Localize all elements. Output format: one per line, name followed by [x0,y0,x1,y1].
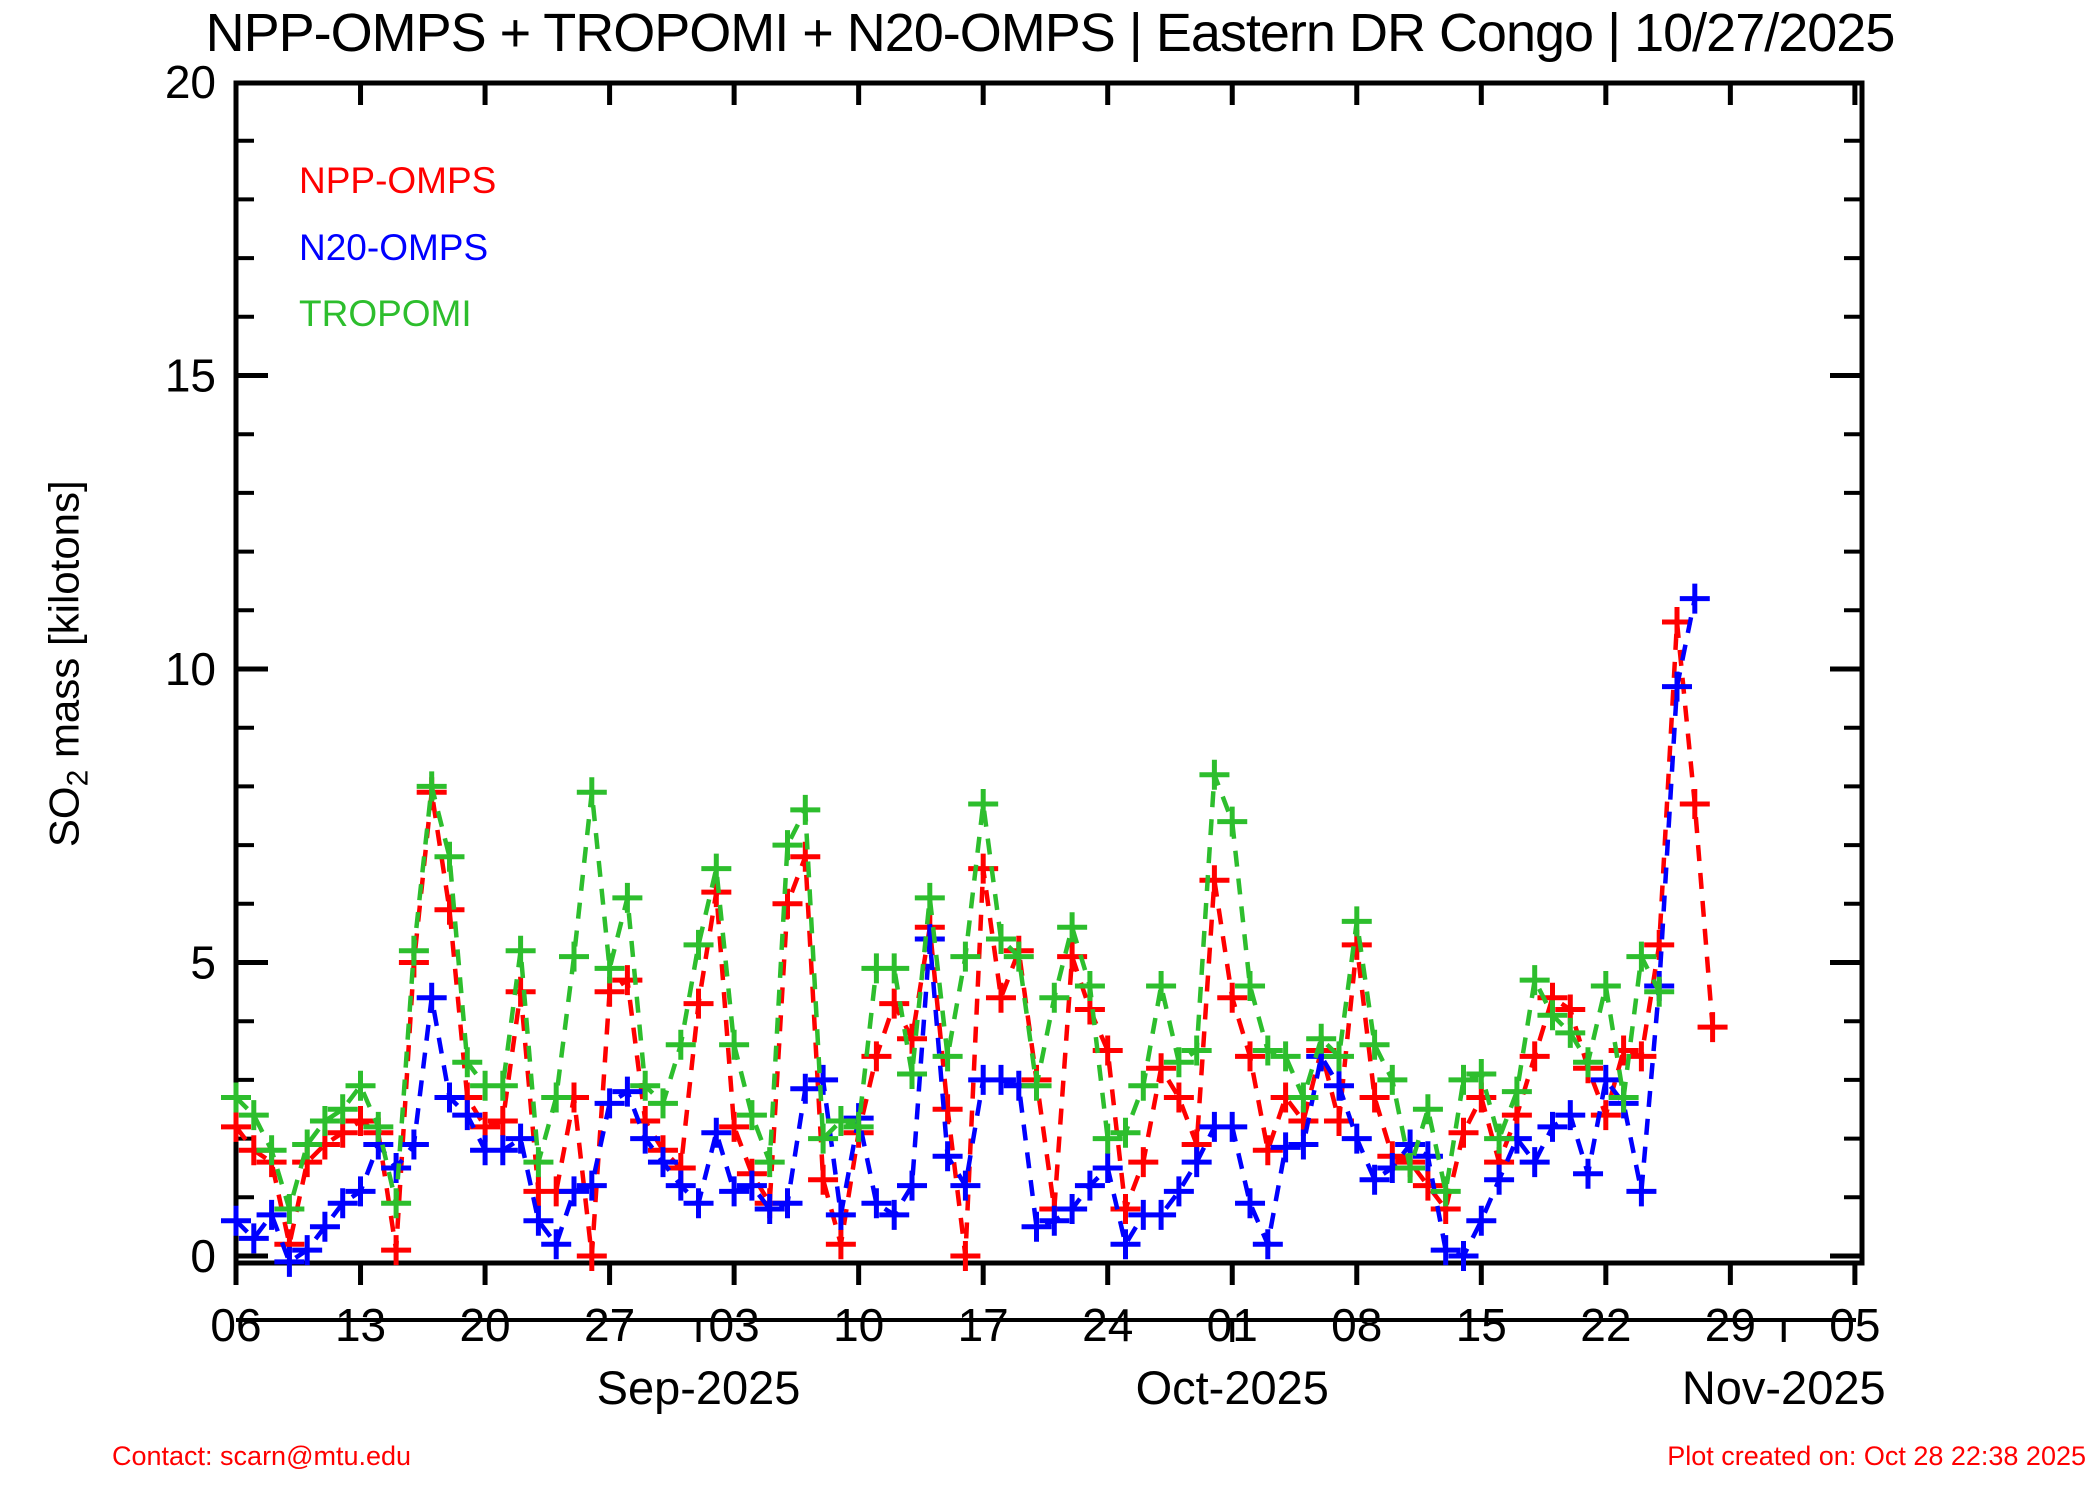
x-tick-label: 03 [709,1299,760,1351]
x-tick-label: 24 [1082,1299,1133,1351]
axis-frame [233,80,1865,1266]
x-tick-label: 05 [1829,1299,1880,1351]
month-label: Sep-2025 [597,1361,801,1414]
x-tick-label: 17 [958,1299,1009,1351]
month-axis: Sep-2025 Oct-2025 Nov-2025 [236,1318,1886,1414]
footer-created-timestamp: Plot created on: Oct 28 22:38 2025 [1667,1441,2086,1471]
x-tick-label: 22 [1580,1299,1631,1351]
x-tick-label: 29 [1705,1299,1756,1351]
y-tick-label: 20 [165,56,216,108]
legend-item-npp-omps: NPP-OMPS [299,160,497,201]
series-tropomi [221,759,1675,1224]
x-tick-label: 08 [1331,1299,1382,1351]
series-n20-omps [221,583,1710,1277]
y-tick-label: 5 [190,937,216,989]
series-markers [221,759,1675,1224]
chart-title: NPP-OMPS + TROPOMI + N20-OMPS | Eastern … [205,3,1896,63]
y-axis-ticks: 0 5 10 15 20 [165,56,1862,1282]
month-label: Oct-2025 [1136,1361,1329,1414]
x-tick-label: 06 [210,1299,261,1351]
month-label: Nov-2025 [1682,1361,1886,1414]
x-tick-label: 20 [459,1299,510,1351]
x-tick-label: 15 [1456,1299,1507,1351]
x-tick-label: 27 [584,1299,635,1351]
x-axis-ticks: 06 13 20 27 03 10 17 24 01 08 15 22 29 05 [210,83,1880,1351]
y-tick-label: 15 [165,350,216,402]
x-tick-label: 13 [335,1299,386,1351]
legend-item-tropomi: TROPOMI [299,293,472,334]
legend-item-n20-omps: N20-OMPS [299,227,489,268]
footer-contact: Contact: scarn@mtu.edu [112,1441,412,1471]
series-line [234,621,1715,1257]
series-markers [221,583,1710,1277]
y-tick-label: 0 [190,1230,216,1282]
y-tick-label: 10 [165,643,216,695]
x-tick-label: 10 [833,1299,884,1351]
series-line [234,773,1662,1218]
